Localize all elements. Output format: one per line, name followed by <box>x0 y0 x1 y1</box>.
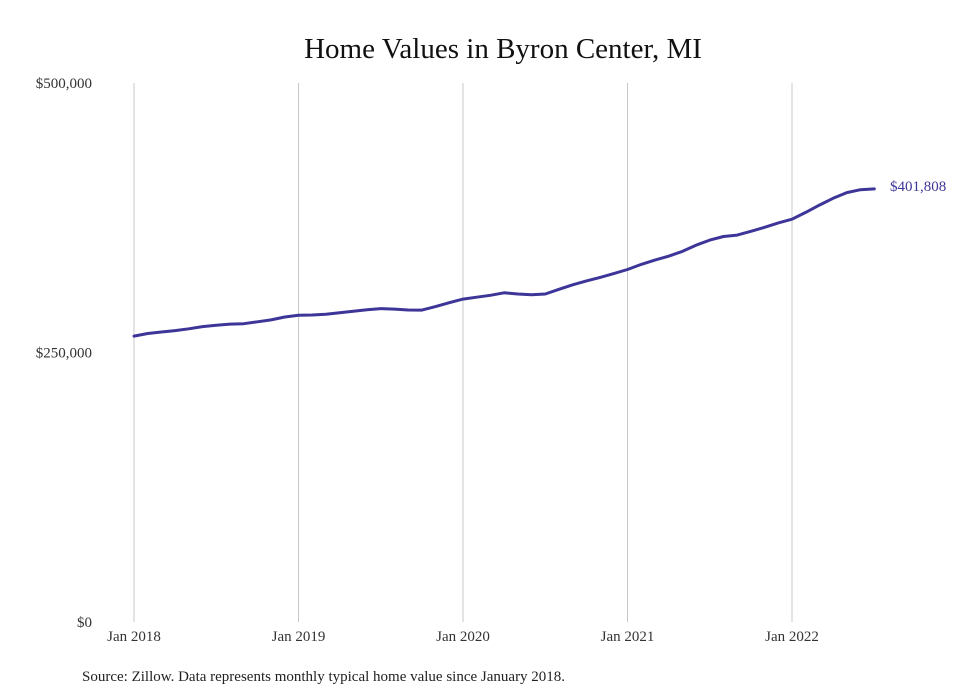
end-value-label: $401,808 <box>890 179 946 195</box>
y-tick-label: $0 <box>77 615 92 631</box>
x-tick-label: Jan 2021 <box>601 629 655 645</box>
gridlines <box>133 83 793 622</box>
series-layer <box>132 187 876 338</box>
x-tick-label: Jan 2018 <box>107 629 161 645</box>
y-tick-label: $250,000 <box>36 346 92 362</box>
x-tick-label: Jan 2020 <box>436 629 490 645</box>
source-note: Source: Zillow. Data represents monthly … <box>82 669 565 685</box>
y-tick-label: $500,000 <box>36 76 92 92</box>
x-tick-label: Jan 2019 <box>272 629 326 645</box>
series-line-0 <box>132 187 876 338</box>
x-axis-ticks: Jan 2018 Jan 2019 Jan 2020 Jan 2021 Jan 2022 <box>107 629 819 645</box>
chart-title: Home Values in Byron Center, MI <box>304 33 702 65</box>
y-axis-ticks: $0 $250,000 $500,000 <box>36 76 92 631</box>
x-tick-label: Jan 2022 <box>765 629 819 645</box>
